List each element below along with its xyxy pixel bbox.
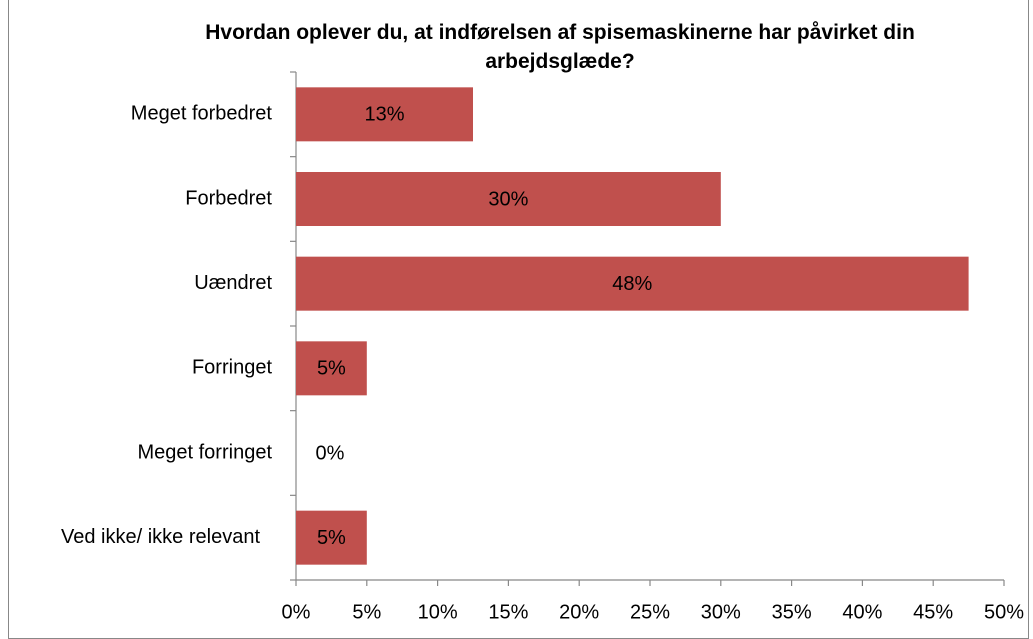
y-tick-label: Meget forbedret — [131, 103, 273, 125]
x-tick-label: 35% — [772, 601, 812, 623]
data-label: 5% — [317, 358, 346, 380]
y-tick-label: Forringet — [192, 357, 272, 379]
x-tick-label: 30% — [701, 601, 741, 623]
x-tick-label: 40% — [842, 601, 882, 623]
chart-title: Hvordan oplever du, at indførelsen af sp… — [205, 21, 915, 73]
bar — [296, 510, 367, 565]
y-tick-label: Meget forringet — [137, 441, 272, 463]
bar — [296, 341, 367, 396]
data-label: 0% — [316, 442, 345, 464]
bar — [296, 172, 721, 226]
data-label: 5% — [317, 527, 346, 549]
x-tick-label: 15% — [488, 601, 528, 623]
x-tick-label: 50% — [984, 601, 1024, 623]
data-label: 48% — [612, 273, 652, 295]
y-tick-label: Forbedret — [185, 187, 272, 209]
data-label: 30% — [488, 188, 528, 210]
x-tick-label: 5% — [352, 601, 381, 623]
x-tick-label: 0% — [282, 601, 311, 623]
x-tick-label: 25% — [630, 601, 670, 623]
x-tick-label: 20% — [559, 601, 599, 623]
y-tick-label: Uændret — [194, 272, 272, 294]
x-tick-label: 45% — [913, 601, 953, 623]
x-tick-label: 10% — [418, 601, 458, 623]
y-tick-label: Ved ikke/ ikke relevant — [61, 526, 260, 548]
bar — [296, 87, 473, 142]
bar — [296, 256, 969, 311]
data-label: 13% — [364, 104, 404, 126]
